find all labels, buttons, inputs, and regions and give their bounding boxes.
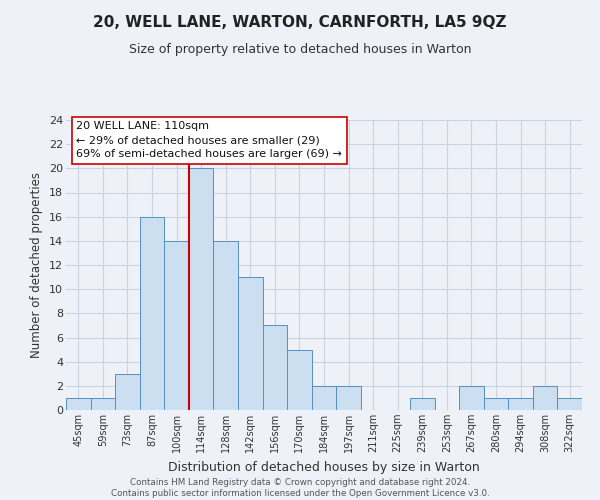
Bar (91, 398, 115, 410)
Bar (263, 326, 287, 410)
Bar (238, 277, 263, 410)
Bar (336, 386, 361, 410)
Bar (164, 241, 189, 410)
Bar (115, 374, 140, 410)
Text: 20 WELL LANE: 110sqm
← 29% of detached houses are smaller (29)
69% of semi-detac: 20 WELL LANE: 110sqm ← 29% of detached h… (76, 122, 342, 160)
Bar (214, 241, 238, 410)
Bar (557, 398, 582, 410)
Bar (66, 398, 91, 410)
Bar (533, 386, 557, 410)
Bar (484, 398, 508, 410)
Bar (508, 398, 533, 410)
X-axis label: Distribution of detached houses by size in Warton: Distribution of detached houses by size … (168, 460, 480, 473)
Text: 20, WELL LANE, WARTON, CARNFORTH, LA5 9QZ: 20, WELL LANE, WARTON, CARNFORTH, LA5 9Q… (93, 15, 507, 30)
Bar (410, 398, 434, 410)
Bar (459, 386, 484, 410)
Text: Contains HM Land Registry data © Crown copyright and database right 2024.
Contai: Contains HM Land Registry data © Crown c… (110, 478, 490, 498)
Bar (287, 350, 312, 410)
Bar (189, 168, 214, 410)
Text: Size of property relative to detached houses in Warton: Size of property relative to detached ho… (129, 42, 471, 56)
Y-axis label: Number of detached properties: Number of detached properties (31, 172, 43, 358)
Bar (312, 386, 336, 410)
Bar (140, 216, 164, 410)
